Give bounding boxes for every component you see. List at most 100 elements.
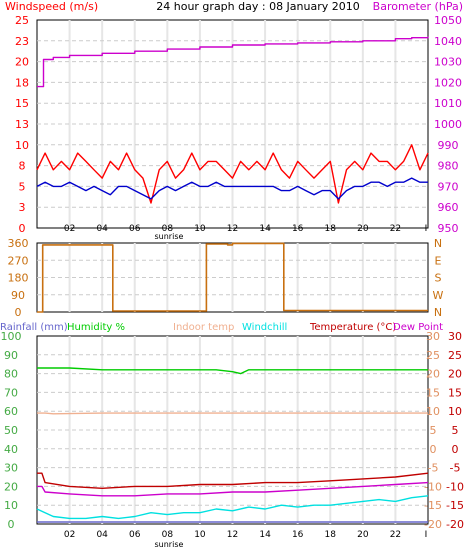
temperature-tick-label: -10 [446,480,464,493]
y-tick-label-right: 1020 [434,76,462,89]
humidity-tick-label: 70 [4,386,18,399]
temperature-tick-label: 30 [448,330,462,343]
direction-tick-label: 180 [8,272,29,285]
series-line-indoor [37,412,428,415]
humidity-tick-label: 50 [4,424,18,437]
y-tick-label-right: 950 [438,222,459,235]
humidity-tick-label: 10 [4,499,18,512]
legend: Rainfall (mm) Humidity % Indoor temp Win… [0,322,443,333]
sunrise-label: sunrise [155,540,184,549]
series-line-chill [36,495,429,520]
x-tick-label: I [425,224,428,234]
y-tick-label-left: 13 [15,118,29,131]
y-tick-label-left: 18 [15,76,29,89]
temperature-tick-label: -20 [446,518,464,531]
indoor-temp-tick-label: 5 [430,424,437,437]
x-tick-label: 22 [390,530,401,540]
x-tick-label: 04 [96,224,108,234]
y-tick-label-left: 20 [15,56,29,69]
y-tick-label-right: 1030 [434,56,462,69]
x-tick-label: 12 [227,530,238,540]
y-tick-label-right: 1050 [434,14,462,27]
x-tick-label: 18 [325,224,337,234]
temperature-tick-label: -15 [446,499,464,512]
legend-rainfall: Rainfall (mm) [0,322,68,333]
indoor-temp-tick-label: 0 [430,443,437,456]
x-tick-label: 08 [162,224,174,234]
series-line-wind_speed [36,144,429,204]
y-tick-label-right: 990 [438,139,459,152]
series-line-barometer [37,36,429,88]
compass-label: W [433,289,444,302]
compass-label: N [434,306,442,319]
y-tick-label-left: 25 [15,14,29,27]
legend-humidity: Humidity % [67,322,125,333]
y-tick-label-left: 10 [15,139,29,152]
compass-label: S [435,272,442,285]
series-line-dew [37,481,429,497]
x-tick-label: 14 [259,224,271,234]
legend-indoor-temp: Indoor temp [173,322,234,333]
x-tick-label: 04 [96,530,108,540]
y-tick-label-right: 980 [438,160,459,173]
y-tick-label-right: 970 [438,180,459,193]
temperature-tick-label: 10 [448,405,462,418]
indoor-temp-tick-label: 30 [426,330,440,343]
legend-dew-point: Dew Point [393,322,443,333]
y-tick-label-left: 3 [19,201,26,214]
legend-windchill: Windchill [242,322,287,333]
compass-label: N [434,237,442,250]
x-tick-label: 02 [64,224,75,234]
y-tick-label-left: 0 [19,222,26,235]
temperature-tick-label: 15 [448,386,462,399]
x-tick-label: 16 [292,530,304,540]
y-tick-label-left: 5 [19,180,26,193]
humidity-tick-label: 20 [4,480,18,493]
x-tick-label: 10 [194,224,206,234]
graph-title: 24 hour graph day : 08 January 2010 [156,0,360,13]
x-tick-label: 06 [129,530,141,540]
temperature-tick-label: 5 [452,424,459,437]
temperature-tick-label: -5 [450,462,461,475]
legend-temperature: Temperature (°C) [309,322,396,333]
sunrise-label: sunrise [155,232,184,241]
wind-barometer-panel: 0358101315182023259509609709809901000101… [15,14,462,241]
x-tick-label: 02 [64,530,75,540]
indoor-temp-tick-label: -5 [428,462,439,475]
humidity-tick-label: 0 [8,518,15,531]
temperature-tick-label: 20 [448,368,462,381]
indoor-temp-tick-label: -20 [424,518,442,531]
humidity-tick-label: 80 [4,368,18,381]
humidity-tick-label: 100 [1,330,22,343]
series-line-wind_dir [37,242,428,313]
x-tick-label: 16 [292,224,304,234]
humidity-tick-label: 90 [4,349,18,362]
x-tick-label: 14 [259,530,271,540]
direction-tick-label: 360 [8,237,29,250]
y-tick-label-right: 1010 [434,97,462,110]
x-tick-label: 12 [227,224,238,234]
series-line-humidity [37,367,428,375]
y-tick-label-left: 23 [15,35,29,48]
x-tick-label: 20 [357,224,369,234]
humidity-tick-label: 30 [4,462,18,475]
y-tick-label-left: 8 [19,160,26,173]
y-tick-label-left: 15 [15,97,29,110]
y-tick-label-right: 1000 [434,118,462,131]
temperature-tick-label: 25 [448,349,462,362]
series-line-wind_avg [36,177,428,200]
indoor-temp-tick-label: 20 [426,368,440,381]
indoor-temp-tick-label: 25 [426,349,440,362]
direction-tick-label: 90 [11,289,25,302]
indoor-temp-tick-label: -15 [424,499,442,512]
x-tick-label: 22 [390,224,401,234]
x-tick-label: I [425,530,428,540]
humidity-tick-label: 40 [4,443,18,456]
compass-label: E [435,254,442,267]
direction-tick-label: 0 [15,306,22,319]
indoor-temp-tick-label: 15 [426,386,440,399]
x-tick-label: 10 [194,530,206,540]
